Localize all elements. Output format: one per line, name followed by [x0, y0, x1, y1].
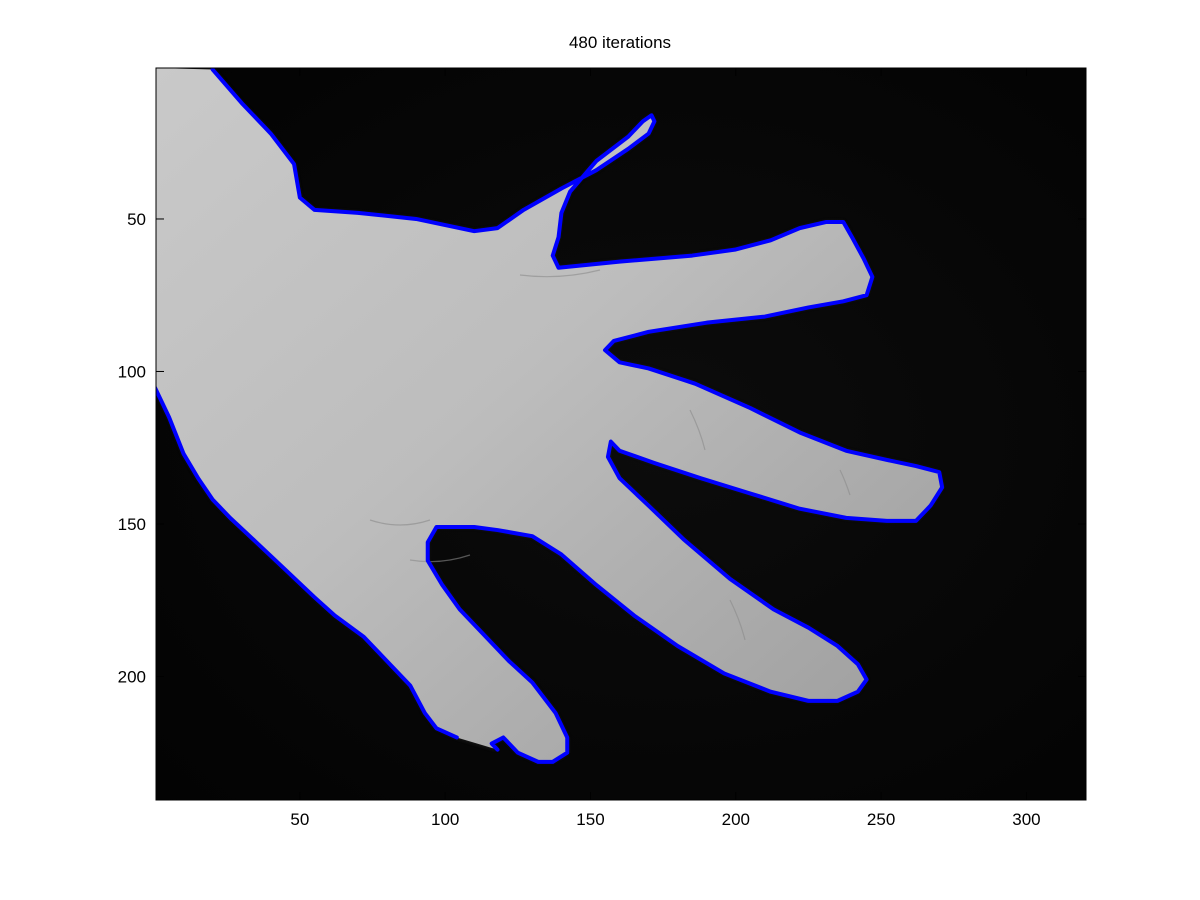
- x-tick-label: 200: [722, 810, 750, 829]
- y-tick-label: 150: [118, 515, 146, 534]
- axes-box: [155, 67, 1087, 801]
- x-tick-label: 250: [867, 810, 895, 829]
- x-axis-ticks: 50 100 150 200 250 300: [290, 68, 1041, 829]
- y-tick-label: 100: [118, 362, 146, 381]
- y-axis-ticks: 50 100 150 200: [118, 210, 1086, 686]
- y-tick-label: 50: [127, 210, 146, 229]
- x-tick-label: 300: [1012, 810, 1040, 829]
- x-tick-label: 50: [290, 810, 309, 829]
- figure-title: 480 iterations: [568, 33, 672, 52]
- contour-segment-1: [210, 68, 945, 764]
- hand-photo: [156, 68, 943, 762]
- finger-creases: [369, 269, 851, 641]
- x-tick-label: 150: [576, 810, 604, 829]
- contour-segment-2: [156, 385, 459, 740]
- contour-layer: [156, 68, 945, 764]
- y-tick-label: 200: [118, 667, 146, 686]
- x-tick-label: 100: [431, 810, 459, 829]
